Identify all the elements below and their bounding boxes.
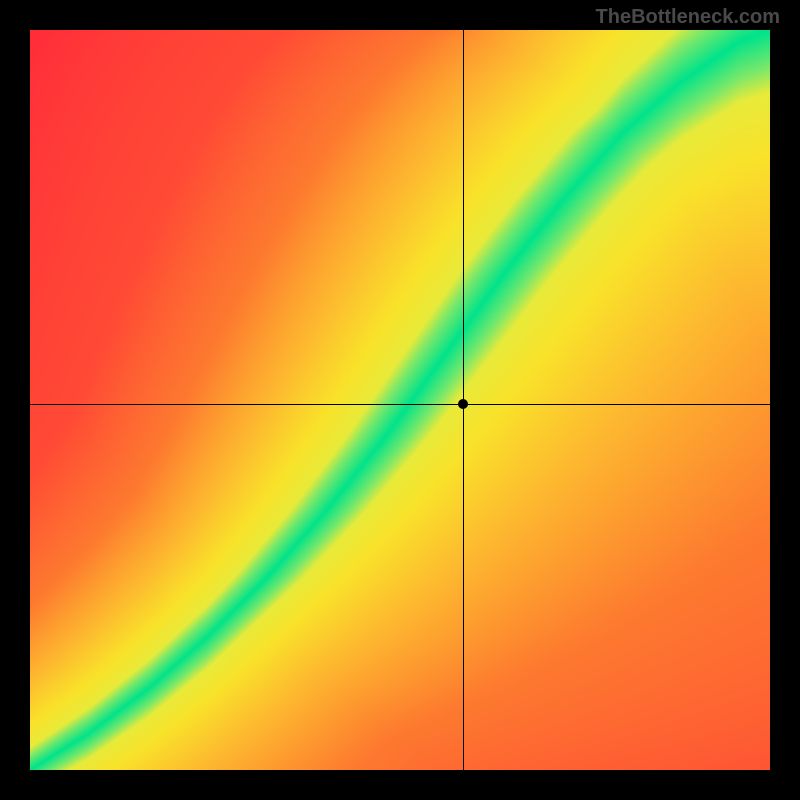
heatmap-canvas	[30, 30, 770, 770]
watermark-text: TheBottleneck.com	[596, 6, 780, 29]
crosshair-marker[interactable]	[458, 399, 468, 409]
bottleneck-heatmap	[30, 30, 770, 770]
crosshair-horizontal	[30, 404, 770, 405]
